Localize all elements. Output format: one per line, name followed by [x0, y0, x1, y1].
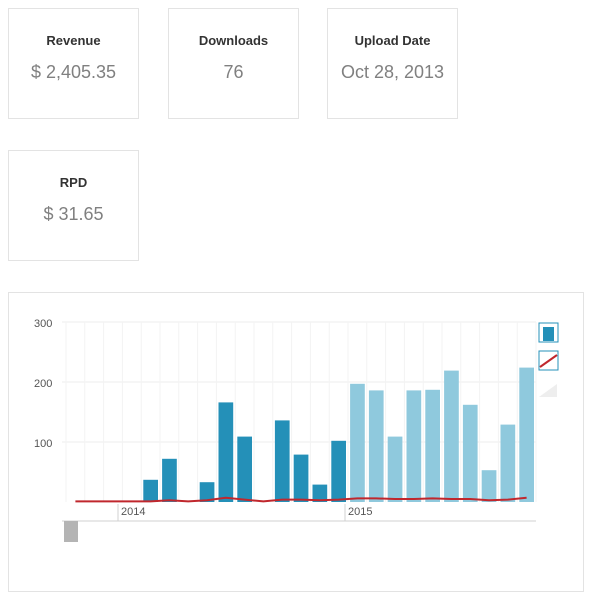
stat-card-rpd: RPD $ 31.65	[8, 150, 139, 261]
stat-card-upload-date: Upload Date Oct 28, 2013	[327, 8, 458, 119]
bar[interactable]	[519, 367, 534, 502]
grid-layer	[62, 321, 537, 502]
chart-card	[8, 292, 584, 592]
legend-item-line[interactable]	[538, 350, 559, 371]
stat-label: Revenue	[46, 33, 101, 48]
line-chart-icon	[539, 354, 558, 368]
bar[interactable]	[368, 390, 384, 502]
bar[interactable]	[387, 436, 403, 502]
line-series	[75, 496, 527, 503]
range-navigator-handle[interactable]	[64, 521, 78, 542]
bar[interactable]	[162, 458, 177, 502]
y-axis: 100 200 300	[34, 318, 52, 450]
bar[interactable]	[218, 402, 234, 502]
stat-card-revenue: Revenue $ 2,405.35	[8, 8, 139, 119]
stat-value: 76	[223, 62, 244, 82]
y-tick-label: 300	[34, 318, 52, 330]
bar[interactable]	[293, 454, 309, 502]
legend	[538, 322, 559, 397]
bar-series	[143, 367, 534, 502]
bar[interactable]	[331, 440, 346, 502]
area-chart-icon[interactable]	[539, 384, 557, 397]
x-axis: 2014 2015	[62, 504, 536, 522]
bar[interactable]	[444, 370, 459, 502]
y-tick-label: 100	[34, 438, 52, 450]
legend-item-bar[interactable]	[538, 322, 559, 343]
stat-value: $ 2,405.35	[30, 62, 117, 82]
stat-label: RPD	[59, 175, 88, 190]
stat-value: $ 31.65	[43, 204, 104, 224]
bar[interactable]	[143, 479, 158, 502]
bar[interactable]	[500, 424, 516, 502]
stat-label: Downloads	[198, 33, 269, 48]
bar[interactable]	[274, 420, 290, 502]
x-tick-label: 2014	[121, 506, 145, 518]
x-tick-label: 2015	[348, 506, 372, 518]
bar-chart-icon	[543, 327, 554, 341]
stat-value: Oct 28, 2013	[340, 62, 445, 82]
bar[interactable]	[425, 389, 440, 502]
bar[interactable]	[237, 436, 252, 502]
stat-label: Upload Date	[354, 33, 431, 48]
bar[interactable]	[199, 482, 215, 502]
bar[interactable]	[312, 484, 328, 502]
bar[interactable]	[406, 390, 422, 502]
bar[interactable]	[481, 470, 497, 502]
y-tick-label: 200	[34, 378, 52, 390]
bar[interactable]	[350, 383, 365, 502]
bar[interactable]	[462, 404, 478, 502]
series-line[interactable]	[75, 496, 527, 503]
stat-card-downloads: Downloads 76	[168, 8, 299, 119]
